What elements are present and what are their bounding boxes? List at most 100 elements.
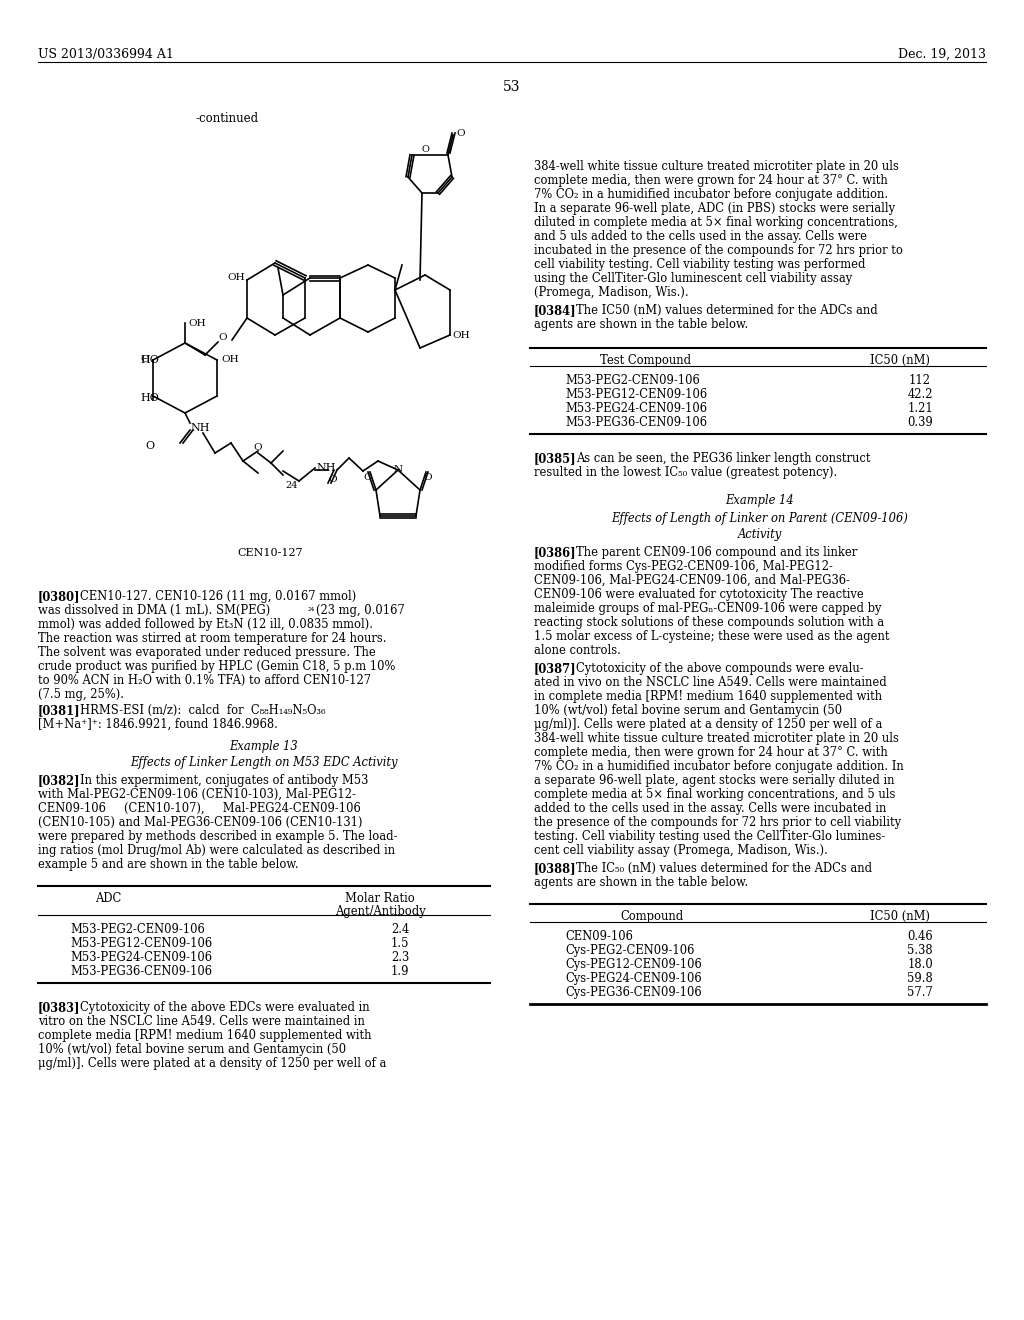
Text: [0386]: [0386]	[534, 546, 577, 558]
Text: 1.5: 1.5	[391, 937, 410, 950]
Text: CEN09-106 were evaluated for cytotoxicity The reactive: CEN09-106 were evaluated for cytotoxicit…	[534, 587, 864, 601]
Text: M53-PEG24-CEN09-106: M53-PEG24-CEN09-106	[70, 950, 212, 964]
Text: NH: NH	[190, 422, 210, 433]
Text: 384-well white tissue culture treated microtiter plate in 20 uls: 384-well white tissue culture treated mi…	[534, 160, 899, 173]
Text: ADC: ADC	[95, 892, 121, 906]
Text: (Promega, Madison, Wis.).: (Promega, Madison, Wis.).	[534, 286, 688, 300]
Text: [0380]: [0380]	[38, 590, 81, 603]
Text: maleimide groups of mal-PEGₙ-CEN09-106 were capped by: maleimide groups of mal-PEGₙ-CEN09-106 w…	[534, 602, 882, 615]
Text: 24: 24	[285, 480, 298, 490]
Text: using the CellTiter-Glo luminescent cell viability assay: using the CellTiter-Glo luminescent cell…	[534, 272, 852, 285]
Text: [M+Na⁺]⁺: 1846.9921, found 1846.9968.: [M+Na⁺]⁺: 1846.9921, found 1846.9968.	[38, 718, 278, 731]
Text: O: O	[254, 444, 262, 453]
Text: N: N	[393, 466, 402, 474]
Text: 5.38: 5.38	[907, 944, 933, 957]
Text: The solvent was evaporated under reduced pressure. The: The solvent was evaporated under reduced…	[38, 645, 376, 659]
Text: (23 mg, 0.0167: (23 mg, 0.0167	[316, 605, 404, 616]
Text: 0.39: 0.39	[907, 416, 933, 429]
Text: IC50 (nM): IC50 (nM)	[870, 909, 930, 923]
Text: cent cell viability assay (Promega, Madison, Wis.).: cent cell viability assay (Promega, Madi…	[534, 843, 827, 857]
Text: added to the cells used in the assay. Cells were incubated in: added to the cells used in the assay. Ce…	[534, 803, 887, 814]
Text: M53-PEG12-CEN09-106: M53-PEG12-CEN09-106	[70, 937, 212, 950]
Text: O: O	[145, 441, 155, 451]
Text: [0387]: [0387]	[534, 663, 577, 675]
Text: 7% CO₂ in a humidified incubator before conjugate addition. In: 7% CO₂ in a humidified incubator before …	[534, 760, 904, 774]
Text: cell viability testing. Cell viability testing was performed: cell viability testing. Cell viability t…	[534, 257, 865, 271]
Text: As can be seen, the PEG36 linker length construct: As can be seen, the PEG36 linker length …	[575, 451, 870, 465]
Text: in complete media [RPM! medium 1640 supplemented with: in complete media [RPM! medium 1640 supp…	[534, 690, 882, 704]
Text: complete media, then were grown for 24 hour at 37° C. with: complete media, then were grown for 24 h…	[534, 174, 888, 187]
Text: ing ratios (mol Drug/mol Ab) were calculated as described in: ing ratios (mol Drug/mol Ab) were calcul…	[38, 843, 395, 857]
Text: crude product was purified by HPLC (Gemin C18, 5 p.m 10%: crude product was purified by HPLC (Gemi…	[38, 660, 395, 673]
Text: HRMS-ESI (m/z):  calcd  for  C₈₈H₁₄₉N₅O₃₆: HRMS-ESI (m/z): calcd for C₈₈H₁₄₉N₅O₃₆	[80, 704, 326, 717]
Text: 7% CO₂ in a humidified incubator before conjugate addition.: 7% CO₂ in a humidified incubator before …	[534, 187, 888, 201]
Text: 2.3: 2.3	[391, 950, 410, 964]
Text: US 2013/0336994 A1: US 2013/0336994 A1	[38, 48, 174, 61]
Text: example 5 and are shown in the table below.: example 5 and are shown in the table bel…	[38, 858, 299, 871]
Text: Cytotoxicity of the above compounds were evalu-: Cytotoxicity of the above compounds were…	[575, 663, 863, 675]
Text: The IC₅₀ (nM) values determined for the ADCs and: The IC₅₀ (nM) values determined for the …	[575, 862, 872, 875]
Text: O: O	[456, 128, 465, 137]
Text: Example 14: Example 14	[726, 494, 795, 507]
Text: CEN10-127: CEN10-127	[238, 548, 303, 558]
Text: reacting stock solutions of these compounds solution with a: reacting stock solutions of these compou…	[534, 616, 884, 630]
Text: Example 13: Example 13	[229, 741, 298, 752]
Text: with Mal-PEG2-CEN09-106 (CEN10-103), Mal-PEG12-: with Mal-PEG2-CEN09-106 (CEN10-103), Mal…	[38, 788, 356, 801]
Text: alone controls.: alone controls.	[534, 644, 621, 657]
Text: [0382]: [0382]	[38, 774, 81, 787]
Text: O: O	[218, 334, 227, 342]
Text: M53-PEG36-CEN09-106: M53-PEG36-CEN09-106	[565, 416, 707, 429]
Text: Cytotoxicity of the above EDCs were evaluated in: Cytotoxicity of the above EDCs were eval…	[80, 1001, 370, 1014]
Text: [0385]: [0385]	[534, 451, 577, 465]
Text: O: O	[424, 474, 432, 483]
Text: CEN09-106: CEN09-106	[565, 931, 633, 942]
Text: complete media, then were grown for 24 hour at 37° C. with: complete media, then were grown for 24 h…	[534, 746, 888, 759]
Text: the presence of the compounds for 72 hrs prior to cell viability: the presence of the compounds for 72 hrs…	[534, 816, 901, 829]
Text: were prepared by methods described in example 5. The load-: were prepared by methods described in ex…	[38, 830, 397, 843]
Text: M53-PEG12-CEN09-106: M53-PEG12-CEN09-106	[565, 388, 708, 401]
Text: [0381]: [0381]	[38, 704, 81, 717]
Text: CEN09-106     (CEN10-107),     Mal-PEG24-CEN09-106: CEN09-106 (CEN10-107), Mal-PEG24-CEN09-1…	[38, 803, 360, 814]
Text: μg/ml)]. Cells were plated at a density of 1250 per well of a: μg/ml)]. Cells were plated at a density …	[38, 1057, 386, 1071]
Text: [0388]: [0388]	[534, 862, 577, 875]
Text: Activity: Activity	[738, 528, 782, 541]
Text: Test Compound: Test Compound	[600, 354, 691, 367]
Text: Cys-PEG2-CEN09-106: Cys-PEG2-CEN09-106	[565, 944, 694, 957]
Text: 384-well white tissue culture treated microtiter plate in 20 uls: 384-well white tissue culture treated mi…	[534, 733, 899, 744]
Text: diluted in complete media at 5× final working concentrations,: diluted in complete media at 5× final wo…	[534, 216, 898, 228]
Text: OH: OH	[452, 330, 470, 339]
Text: 57.7: 57.7	[907, 986, 933, 999]
Text: The IC50 (nM) values determined for the ADCs and: The IC50 (nM) values determined for the …	[575, 304, 878, 317]
Text: was dissolved in DMA (1 mL). SM(PEG): was dissolved in DMA (1 mL). SM(PEG)	[38, 605, 270, 616]
Text: HO: HO	[140, 355, 159, 366]
Text: Cys-PEG12-CEN09-106: Cys-PEG12-CEN09-106	[565, 958, 701, 972]
Text: 1.5 molar excess of L-cysteine; these were used as the agent: 1.5 molar excess of L-cysteine; these we…	[534, 630, 890, 643]
Text: 1.21: 1.21	[907, 403, 933, 414]
Text: O: O	[421, 145, 429, 154]
Text: 42.2: 42.2	[907, 388, 933, 401]
Text: OH: OH	[227, 273, 245, 282]
Text: 112: 112	[909, 374, 931, 387]
Text: -continued: -continued	[195, 112, 258, 125]
Text: NH: NH	[316, 463, 336, 473]
Text: [0383]: [0383]	[38, 1001, 81, 1014]
Text: 1.9: 1.9	[391, 965, 410, 978]
Text: M53-PEG2-CEN09-106: M53-PEG2-CEN09-106	[565, 374, 699, 387]
Text: vitro on the NSCLC line A549. Cells were maintained in: vitro on the NSCLC line A549. Cells were…	[38, 1015, 365, 1028]
Text: to 90% ACN in H₂O with 0.1% TFA) to afford CEN10-127: to 90% ACN in H₂O with 0.1% TFA) to affo…	[38, 675, 371, 686]
Text: M53-PEG2-CEN09-106: M53-PEG2-CEN09-106	[70, 923, 205, 936]
Text: M53-PEG36-CEN09-106: M53-PEG36-CEN09-106	[70, 965, 212, 978]
Text: Cys-PEG36-CEN09-106: Cys-PEG36-CEN09-106	[565, 986, 701, 999]
Text: a separate 96-well plate, agent stocks were serially diluted in: a separate 96-well plate, agent stocks w…	[534, 774, 895, 787]
Text: In a separate 96-well plate, ADC (in PBS) stocks were serially: In a separate 96-well plate, ADC (in PBS…	[534, 202, 895, 215]
Text: ated in vivo on the NSCLC line A549. Cells were maintained: ated in vivo on the NSCLC line A549. Cel…	[534, 676, 887, 689]
Text: Compound: Compound	[620, 909, 683, 923]
Text: modified forms Cys-PEG2-CEN09-106, Mal-PEG12-: modified forms Cys-PEG2-CEN09-106, Mal-P…	[534, 560, 833, 573]
Text: testing. Cell viability testing used the CellTiter-Glo lumines-: testing. Cell viability testing used the…	[534, 830, 886, 843]
Text: CEN10-127. CEN10-126 (11 mg, 0.0167 mmol): CEN10-127. CEN10-126 (11 mg, 0.0167 mmol…	[80, 590, 356, 603]
Text: (7.5 mg, 25%).: (7.5 mg, 25%).	[38, 688, 124, 701]
Text: 2.4: 2.4	[391, 923, 410, 936]
Text: O: O	[329, 475, 337, 484]
Text: Molar Ratio: Molar Ratio	[345, 892, 415, 906]
Text: mmol) was added followed by Et₃N (12 ill, 0.0835 mmol).: mmol) was added followed by Et₃N (12 ill…	[38, 618, 373, 631]
